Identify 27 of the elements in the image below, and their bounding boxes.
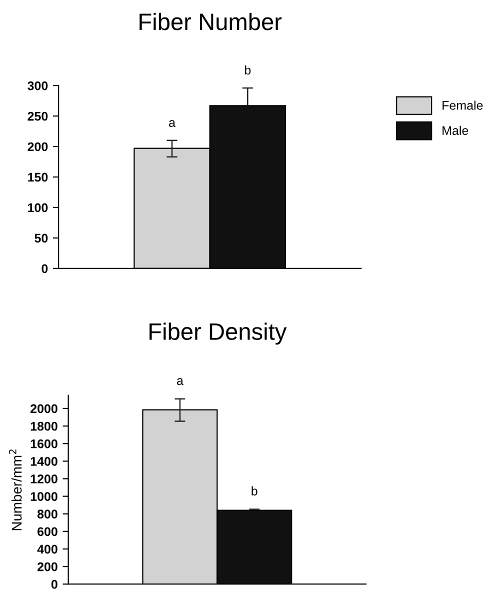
chart-title: Fiber Number	[140, 12, 282, 30]
y-tick-label: 600	[38, 527, 58, 536]
y-tick-label: 800	[37, 510, 58, 518]
y-tick-label: 150	[28, 172, 48, 182]
text: b	[244, 65, 251, 75]
y-tick-label: 100	[28, 203, 48, 212]
y-tick-label: 2000	[30, 404, 58, 414]
y-tick-label: 250	[28, 112, 48, 121]
y-tick-label: 300	[28, 81, 48, 90]
legend-label: Male	[442, 126, 468, 135]
y-tick-label: 400	[37, 544, 58, 554]
y-tick-label: 1200	[30, 474, 58, 484]
y-tick-label: 1000	[30, 492, 58, 501]
y-tick-label: 50	[34, 234, 48, 243]
y-tick-label: 0	[51, 580, 58, 589]
text: a	[177, 378, 184, 386]
y-axis-title: Number/mm$^{2}$	[9, 450, 22, 530]
y-tick-label: 200	[28, 142, 48, 152]
y-tick-label: 200	[37, 562, 58, 572]
y-tick-label: 1400	[30, 456, 58, 466]
chart-title: Fiber Density	[150, 322, 287, 345]
y-tick-label: 1600	[30, 439, 58, 448]
annotation: b	[252, 486, 258, 496]
y-tick-label: 1800	[30, 422, 58, 431]
annotation: a	[169, 120, 176, 127]
y-tick-label: 0	[42, 264, 48, 274]
legend-label: Female	[442, 100, 483, 110]
